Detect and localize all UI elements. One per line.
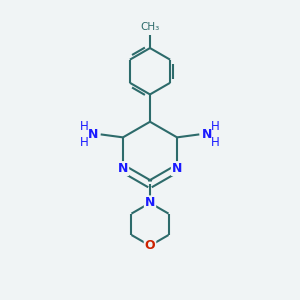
Text: N: N [145, 196, 155, 209]
Text: N: N [118, 162, 128, 175]
Text: CH₃: CH₃ [140, 22, 160, 32]
Text: N: N [172, 162, 182, 175]
Text: H: H [211, 136, 220, 149]
Text: N: N [88, 128, 98, 141]
Text: H: H [211, 120, 220, 133]
Text: O: O [145, 239, 155, 252]
Text: H: H [80, 136, 89, 149]
Text: H: H [80, 120, 89, 133]
Text: N: N [202, 128, 212, 141]
